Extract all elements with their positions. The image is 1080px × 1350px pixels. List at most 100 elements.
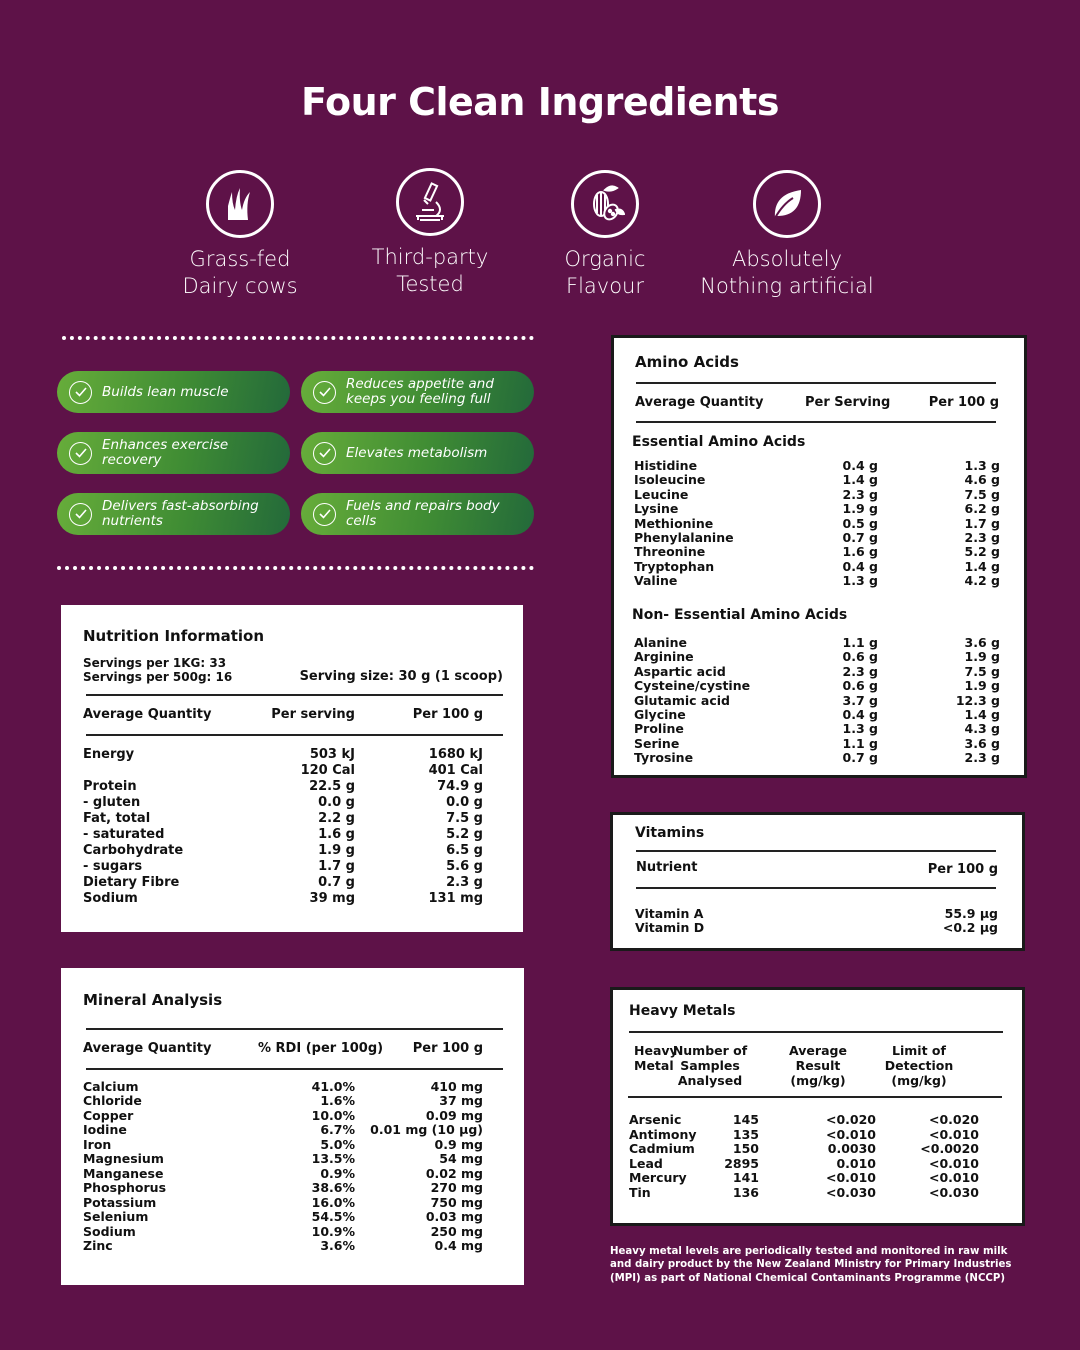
col-average-quantity: Average Quantity <box>635 395 764 410</box>
row-label: Phosphorus <box>83 1180 167 1196</box>
rule <box>636 421 996 423</box>
row-value: 1.6 g <box>842 544 878 560</box>
row-value: 10.0% <box>311 1107 355 1123</box>
grass-icon <box>206 170 274 238</box>
benefit-label: Delivers fast-absorbing nutrients <box>102 498 259 529</box>
rule <box>629 1031 1003 1033</box>
row-value: 39 mg <box>309 891 355 906</box>
feature-label-line1: Organic <box>564 247 646 271</box>
row-value: 0.6 g <box>842 649 878 665</box>
row-value: 0.4 g <box>842 458 878 473</box>
row-value: 2.3 g <box>842 663 878 679</box>
feature-label-line2: Nothing artificial <box>700 274 874 298</box>
row-value: 1.6 g <box>318 827 355 842</box>
row-value: 1680 kJ <box>428 747 483 762</box>
col-nutrient: Nutrient <box>636 860 698 875</box>
row-value: 250 mg <box>430 1223 483 1239</box>
row-label: Isoleucine <box>634 472 706 488</box>
row-value: 150 <box>732 1141 759 1157</box>
row-label: Cysteine/cystine <box>634 678 751 694</box>
col-per-100g: Per 100 g <box>412 707 483 722</box>
col-rdi: % RDI (per 100g) <box>258 1041 384 1056</box>
heavy-metals-panel: Heavy Metals Arsenic 145 <0.020 <0.020 Antim… <box>610 987 1025 1226</box>
feature-label-line1: Third-party <box>371 245 489 269</box>
row-value: 136 <box>732 1185 759 1200</box>
row-value: 22.5 g <box>309 779 355 794</box>
row-label: Protein <box>83 779 137 794</box>
row-value: 5.6 g <box>446 859 483 874</box>
row-label: Valine <box>634 573 678 589</box>
rule <box>86 694 503 696</box>
row-value: 1.7 g <box>318 859 355 874</box>
row-value: 38.6% <box>311 1180 355 1196</box>
row-label: - sugars <box>83 859 143 874</box>
row-value: 2.3 g <box>842 486 878 502</box>
row-value: 0.02 mg <box>425 1165 483 1181</box>
servings-500g: Servings per 500g: 16 <box>83 670 233 684</box>
benefit-pill: Elevates metabolism <box>301 432 534 474</box>
row-value: 131 mg <box>428 891 483 906</box>
row-label: Fat, total <box>83 811 151 826</box>
row-value: 145 <box>732 1112 759 1127</box>
row-value: 3.6 g <box>964 635 1000 650</box>
row-value: 141 <box>732 1170 759 1186</box>
row-value: 1.3 g <box>842 573 878 589</box>
rule <box>86 734 503 736</box>
row-label: Aspartic acid <box>634 663 726 679</box>
row-value: 0.4 g <box>842 707 878 722</box>
row-value: <0.010 <box>825 1170 876 1186</box>
row-label: Dietary Fibre <box>83 875 180 890</box>
nutrition-panel: Nutrition Information Servings per 1KG: … <box>61 605 523 932</box>
row-value: 13.5% <box>311 1151 355 1167</box>
feature-label-line2: Flavour <box>565 274 644 298</box>
feature-organic: Organic Flavour <box>505 170 705 300</box>
row-value: 0.010 <box>836 1155 876 1171</box>
nutrition-title: Nutrition Information <box>83 627 264 645</box>
check-circle-icon <box>69 441 92 465</box>
benefit-label: Elevates metabolism <box>346 444 488 461</box>
row-value: 54.5% <box>311 1209 355 1225</box>
vitamins-panel: Vitamins Nutrient Per 100 g Vitamin A 55.… <box>610 812 1025 951</box>
row-label: Vitamin A <box>635 906 704 921</box>
row-value: <0.030 <box>825 1185 876 1200</box>
row-label: Cadmium <box>629 1141 695 1157</box>
row-label: Methionine <box>634 515 714 531</box>
row-value: 503 kJ <box>309 747 355 762</box>
col-header-line: Detection <box>884 1058 954 1073</box>
row-label: Iodine <box>83 1122 127 1138</box>
row-value: 120 Cal <box>300 763 355 778</box>
check-circle-icon <box>313 441 336 465</box>
row-label: Iron <box>83 1136 112 1152</box>
row-value: 7.5 g <box>446 811 483 826</box>
row-label: Sodium <box>83 1223 136 1239</box>
row-value: 3.7 g <box>842 692 878 708</box>
row-label: Alanine <box>634 635 687 650</box>
servings-1kg: Servings per 1KG: 33 <box>83 656 227 670</box>
row-value: 1.6% <box>320 1093 355 1109</box>
row-label: Histidine <box>634 458 698 473</box>
row-label: Tyrosine <box>634 750 694 766</box>
row-value: 401 Cal <box>428 763 483 778</box>
row-value: 7.5 g <box>964 486 1000 502</box>
benefit-pill: Fuels and repairs body cells <box>301 493 534 535</box>
row-value: 10.9% <box>311 1223 355 1239</box>
col-per-100g: Per 100 g <box>412 1041 483 1056</box>
amino-acids-panel: Amino Acids Average Quantity Per Serving… <box>611 335 1027 778</box>
row-value: 1.9 g <box>318 843 355 858</box>
feature-label: Third-party Tested <box>330 244 530 298</box>
check-circle-icon <box>69 380 92 404</box>
row-value: 1.9 g <box>964 678 1000 694</box>
row-label: Arsenic <box>629 1112 682 1127</box>
col-per-100g: Per 100 g <box>927 862 998 877</box>
row-label: Threonine <box>634 544 706 560</box>
row-label: Phenylalanine <box>634 530 734 545</box>
row-value: <0.010 <box>928 1155 979 1171</box>
row-value: 5.2 g <box>446 827 483 842</box>
row-value: 135 <box>732 1126 759 1142</box>
vitamins-title: Vitamins <box>635 825 705 841</box>
feature-label-line1: Absolutely <box>731 247 843 271</box>
rule <box>636 850 996 852</box>
row-value: <0.0020 <box>920 1141 979 1157</box>
row-label: Selenium <box>83 1209 149 1225</box>
row-value: 12.3 g <box>955 692 1000 708</box>
